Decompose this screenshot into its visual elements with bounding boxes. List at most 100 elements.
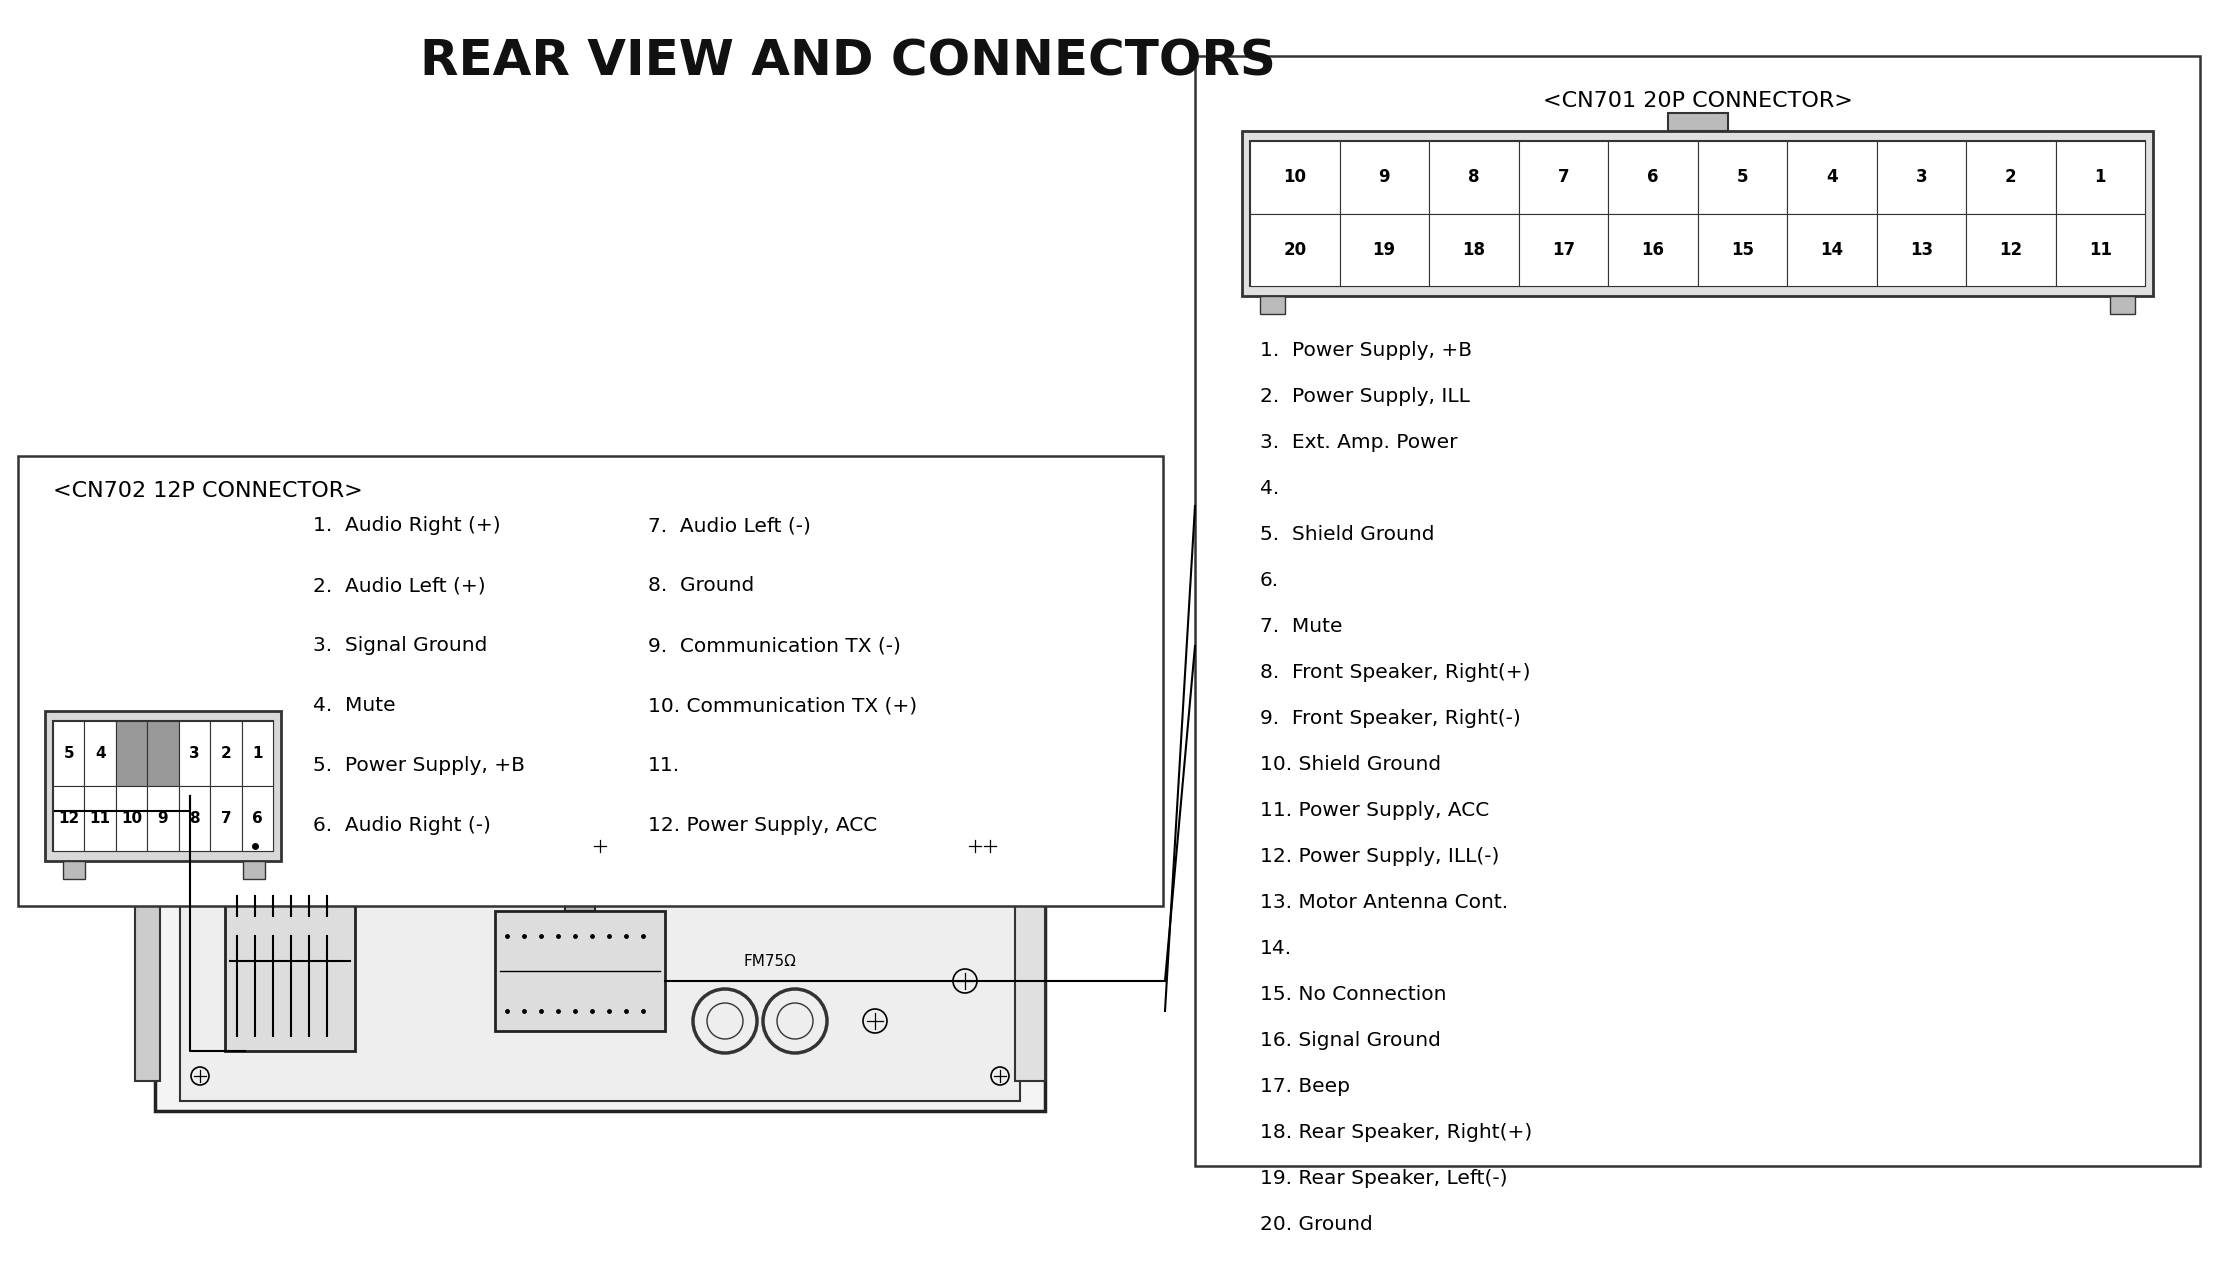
Bar bbox=[180, 566, 1020, 830]
Text: 11: 11 bbox=[2088, 241, 2112, 258]
Bar bbox=[1242, 130, 2153, 296]
Text: 4: 4 bbox=[1825, 168, 1836, 186]
Bar bbox=[1966, 141, 2055, 214]
Text: 18. Rear Speaker, Right(+): 18. Rear Speaker, Right(+) bbox=[1260, 1123, 1531, 1142]
Bar bbox=[53, 786, 85, 851]
Text: 8: 8 bbox=[1467, 168, 1480, 186]
Text: 1.  Audio Right (+): 1. Audio Right (+) bbox=[314, 517, 501, 536]
Text: 20. Ground: 20. Ground bbox=[1260, 1215, 1373, 1234]
Text: 7.  Audio Left (-): 7. Audio Left (-) bbox=[648, 517, 810, 536]
Bar bbox=[1877, 141, 1966, 214]
Bar bbox=[53, 722, 274, 851]
Bar bbox=[136, 561, 160, 1081]
Text: 11: 11 bbox=[89, 812, 111, 825]
Text: 10. Communication TX (+): 10. Communication TX (+) bbox=[648, 696, 917, 715]
Bar bbox=[85, 722, 116, 786]
Text: 9: 9 bbox=[1378, 168, 1389, 186]
Text: 19: 19 bbox=[1373, 241, 1396, 258]
Bar bbox=[2055, 214, 2146, 286]
Text: 11. Power Supply, ACC: 11. Power Supply, ACC bbox=[1260, 801, 1489, 820]
Text: 3: 3 bbox=[1914, 168, 1928, 186]
Text: 4.: 4. bbox=[1260, 479, 1280, 498]
Text: 14: 14 bbox=[1821, 241, 1843, 258]
Text: 4.  Mute: 4. Mute bbox=[314, 696, 396, 715]
Bar bbox=[1698, 141, 1787, 214]
Bar bbox=[1429, 214, 1518, 286]
Text: 2: 2 bbox=[2006, 168, 2017, 186]
Text: 12: 12 bbox=[58, 812, 80, 825]
Text: 9.  Front Speaker, Right(-): 9. Front Speaker, Right(-) bbox=[1260, 709, 1520, 728]
Text: 12. Power Supply, ACC: 12. Power Supply, ACC bbox=[648, 817, 877, 836]
Bar bbox=[1607, 214, 1698, 286]
Text: 7: 7 bbox=[220, 812, 232, 825]
Text: 8.  Front Speaker, Right(+): 8. Front Speaker, Right(+) bbox=[1260, 663, 1531, 682]
Text: 2: 2 bbox=[220, 746, 232, 761]
Bar bbox=[116, 722, 147, 786]
Bar bbox=[116, 786, 147, 851]
Bar bbox=[1607, 141, 1698, 214]
Bar bbox=[1518, 214, 1607, 286]
Text: 17: 17 bbox=[1552, 241, 1574, 258]
Bar bbox=[147, 722, 178, 786]
Text: 20: 20 bbox=[1282, 241, 1307, 258]
Text: 3.  Ext. Amp. Power: 3. Ext. Amp. Power bbox=[1260, 433, 1458, 452]
Bar bbox=[243, 722, 274, 786]
Text: 16. Signal Ground: 16. Signal Ground bbox=[1260, 1031, 1440, 1050]
Text: 1: 1 bbox=[2095, 168, 2106, 186]
Text: 15: 15 bbox=[1732, 241, 1754, 258]
Text: 2.  Power Supply, ILL: 2. Power Supply, ILL bbox=[1260, 387, 1469, 406]
Text: 4: 4 bbox=[96, 746, 105, 761]
Text: 14.: 14. bbox=[1260, 939, 1291, 958]
Text: FM75Ω: FM75Ω bbox=[743, 953, 797, 968]
Text: 6.: 6. bbox=[1260, 571, 1280, 590]
Bar bbox=[1251, 141, 2146, 286]
Text: 12: 12 bbox=[1999, 241, 2021, 258]
Bar bbox=[85, 786, 116, 851]
Text: 5: 5 bbox=[62, 746, 73, 761]
Text: 6: 6 bbox=[252, 812, 263, 825]
Text: 6.  Audio Right (-): 6. Audio Right (-) bbox=[314, 817, 492, 836]
Text: 10. Shield Ground: 10. Shield Ground bbox=[1260, 755, 1440, 774]
Bar bbox=[1667, 113, 1727, 130]
Text: 8.  Ground: 8. Ground bbox=[648, 576, 755, 595]
Text: 2.  Audio Left (+): 2. Audio Left (+) bbox=[314, 576, 485, 595]
Bar bbox=[243, 861, 265, 879]
Bar bbox=[156, 530, 1044, 1112]
Bar bbox=[1877, 214, 1966, 286]
Bar bbox=[1698, 214, 1787, 286]
Bar bbox=[1251, 214, 1340, 286]
Text: 5: 5 bbox=[1736, 168, 1747, 186]
Bar bbox=[229, 876, 349, 891]
Bar bbox=[178, 786, 209, 851]
Bar bbox=[209, 786, 243, 851]
Text: 10: 10 bbox=[1282, 168, 1307, 186]
Bar bbox=[1787, 214, 1877, 286]
Bar bbox=[178, 722, 209, 786]
Bar bbox=[209, 722, 243, 786]
Bar bbox=[18, 456, 1162, 906]
Text: 18: 18 bbox=[1462, 241, 1485, 258]
Text: 1.  Power Supply, +B: 1. Power Supply, +B bbox=[1260, 341, 1471, 360]
Bar bbox=[1429, 141, 1518, 214]
Bar bbox=[1340, 214, 1429, 286]
Bar bbox=[1787, 141, 1877, 214]
Bar bbox=[1518, 141, 1607, 214]
Bar bbox=[180, 861, 1020, 1101]
Text: 5.  Shield Ground: 5. Shield Ground bbox=[1260, 525, 1434, 544]
Bar bbox=[225, 891, 354, 1051]
Bar bbox=[165, 530, 1035, 561]
Bar bbox=[1340, 141, 1429, 214]
Bar bbox=[1251, 141, 1340, 214]
Bar bbox=[494, 912, 666, 1031]
Text: 11.: 11. bbox=[648, 756, 681, 775]
Text: 13: 13 bbox=[1910, 241, 1932, 258]
Text: <CN702 12P CONNECTOR>: <CN702 12P CONNECTOR> bbox=[53, 481, 363, 501]
Text: 19. Rear Speaker, Left(-): 19. Rear Speaker, Left(-) bbox=[1260, 1169, 1507, 1188]
Bar bbox=[1195, 56, 2199, 1166]
Text: <CN701 20P CONNECTOR>: <CN701 20P CONNECTOR> bbox=[1543, 91, 1852, 111]
Text: 3: 3 bbox=[189, 746, 200, 761]
Bar bbox=[243, 786, 274, 851]
Text: 3.  Signal Ground: 3. Signal Ground bbox=[314, 636, 487, 655]
Text: 16: 16 bbox=[1641, 241, 1665, 258]
Bar bbox=[1015, 561, 1044, 1081]
